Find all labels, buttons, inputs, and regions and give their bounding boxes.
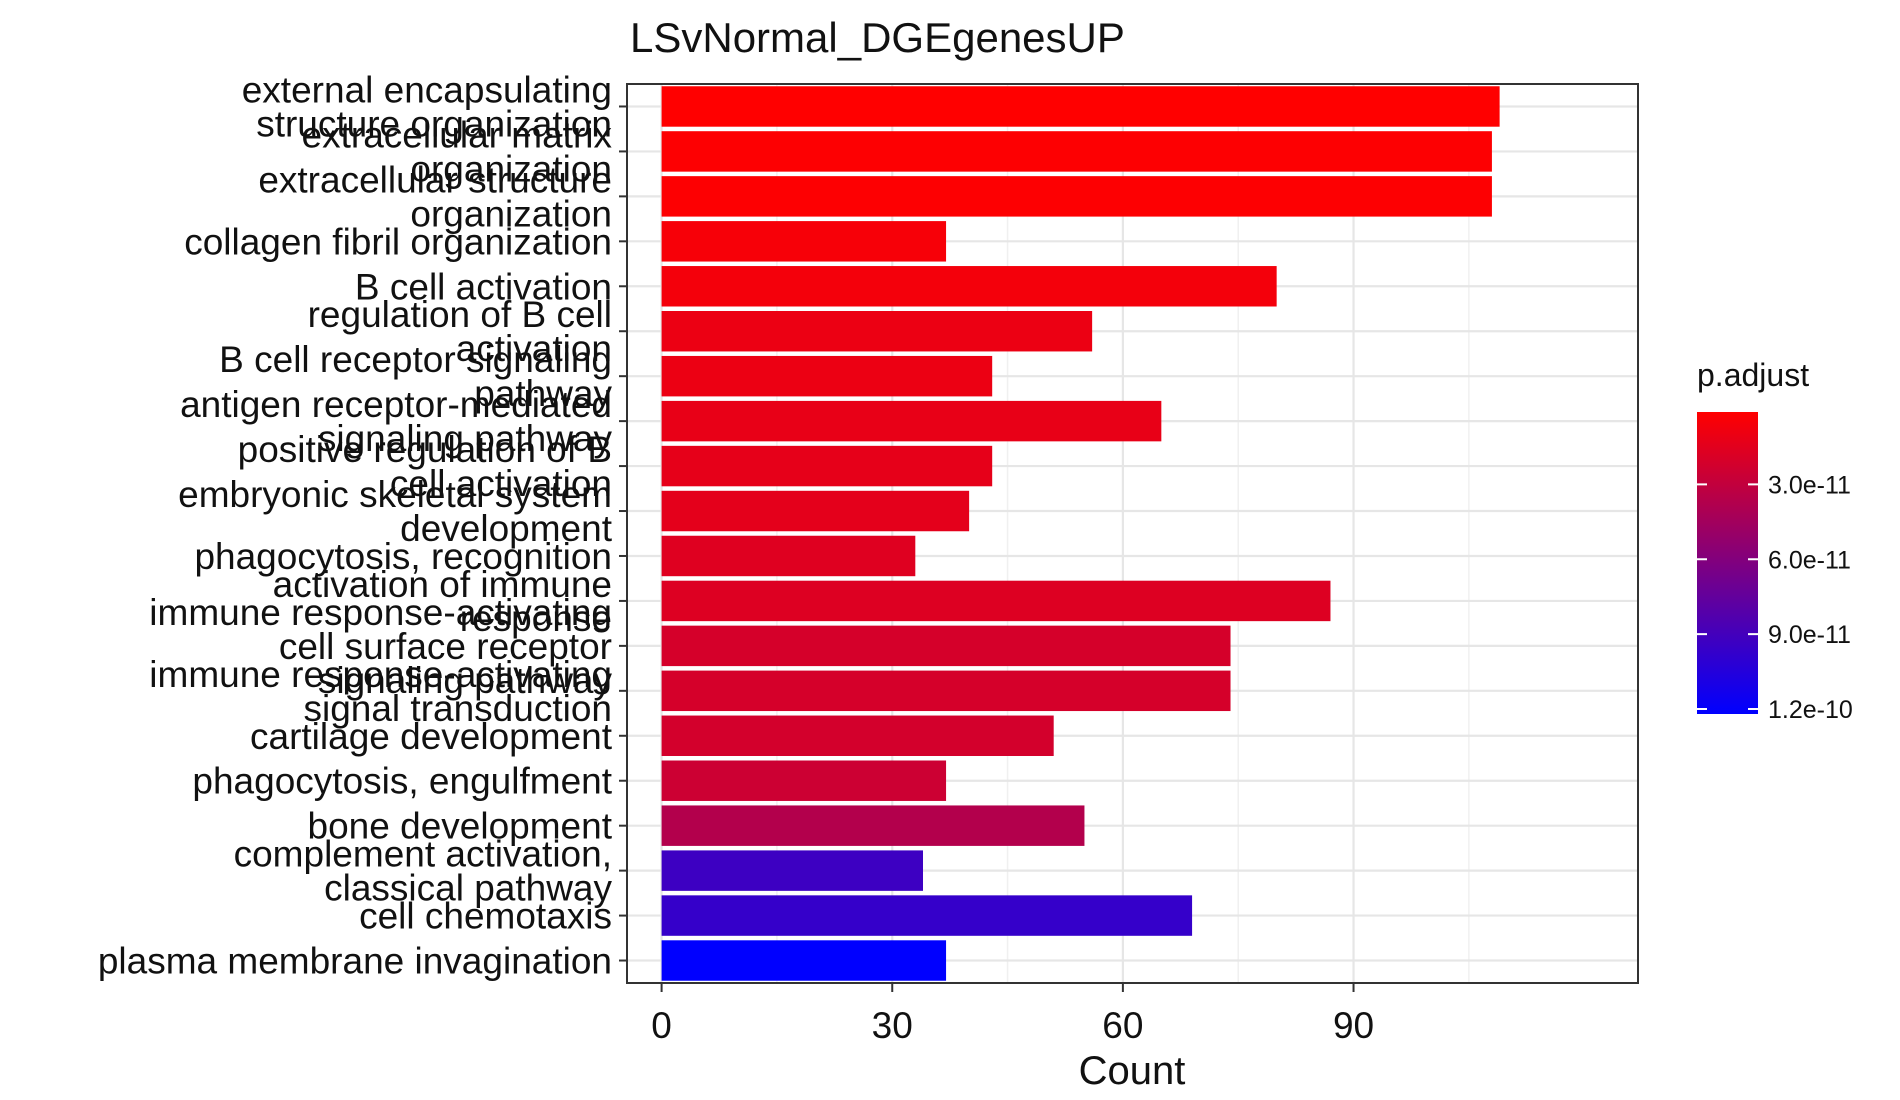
x-tick-label: 0: [651, 1005, 672, 1046]
category-label: activation of immune response: [273, 564, 612, 639]
bar: [661, 670, 1231, 712]
bar: [661, 445, 993, 487]
grid-layer: [627, 84, 1638, 983]
bar: [661, 131, 1492, 172]
category-label: complement activation, classical pathway: [234, 834, 613, 909]
category-label: B cell receptor signaling pathway: [219, 339, 612, 414]
bar: [661, 805, 1085, 846]
category-label: immune response-activating signal transdu…: [149, 654, 612, 729]
bar: [661, 940, 947, 981]
legend-tick-label: 6.0e-11: [1768, 546, 1851, 574]
plot-panel-border: [626, 83, 1639, 984]
category-label: bone development: [308, 806, 613, 847]
category-label: phagocytosis, recognition: [194, 536, 612, 577]
category-label: collagen fibril organization: [184, 221, 612, 262]
bar: [661, 86, 1500, 127]
legend: p.adjust 3.0e-11 6.0e-11 9.0e-11 1.2e-10: [1697, 357, 1853, 724]
bar: [661, 625, 1231, 667]
legend-title: p.adjust: [1697, 357, 1809, 393]
bar: [661, 535, 916, 577]
category-label: cartilage development: [250, 716, 613, 757]
category-label: extracellular matrix organization: [302, 114, 613, 189]
bar: [661, 850, 923, 891]
bar: [661, 176, 1492, 217]
x-tick-label: 90: [1333, 1005, 1374, 1046]
category-label: external encapsulating structure organiza…: [242, 69, 612, 144]
category-label: phagocytosis, engulfment: [192, 761, 612, 802]
x-axis-title: Count: [1079, 1049, 1186, 1093]
x-tick-label: 60: [1102, 1005, 1143, 1046]
chart-title: LSvNormal_DGEgenesUP: [630, 14, 1125, 61]
legend-tick-label: 3.0e-11: [1768, 471, 1851, 499]
category-label: immune response-activating cell surface r…: [149, 592, 612, 701]
legend-tick-label: 1.2e-10: [1768, 696, 1853, 724]
category-label: B cell activation: [355, 266, 612, 307]
bars-layer: [661, 86, 1500, 981]
bar: [661, 266, 1277, 307]
x-tick-label: 30: [872, 1005, 913, 1046]
legend-ticks: 3.0e-11 6.0e-11 9.0e-11 1.2e-10: [1697, 471, 1853, 724]
category-label: embryonic skeletal system development: [178, 474, 613, 549]
category-label: extracellular structure organization: [258, 159, 612, 234]
legend-colorbar: [1697, 412, 1758, 714]
category-label: regulation of B cell activation: [308, 294, 612, 369]
bar: [661, 760, 947, 801]
category-label: antigen receptor-mediated signaling pathw…: [180, 384, 612, 459]
category-label: cell chemotaxis: [359, 896, 612, 937]
bar: [661, 221, 947, 262]
bar: [661, 490, 970, 532]
bar: [661, 580, 1331, 622]
x-axis: 0 30 60 90: [651, 983, 1374, 1046]
legend-tick-label: 9.0e-11: [1768, 621, 1851, 649]
bar: [661, 355, 993, 397]
category-label: plasma membrane invagination: [98, 941, 612, 982]
bar: [661, 715, 1054, 757]
bar: [661, 400, 1162, 442]
bar: [661, 895, 1193, 936]
bar: [661, 310, 1093, 352]
y-axis-labels: external encapsulating structure organiza…: [98, 69, 627, 982]
